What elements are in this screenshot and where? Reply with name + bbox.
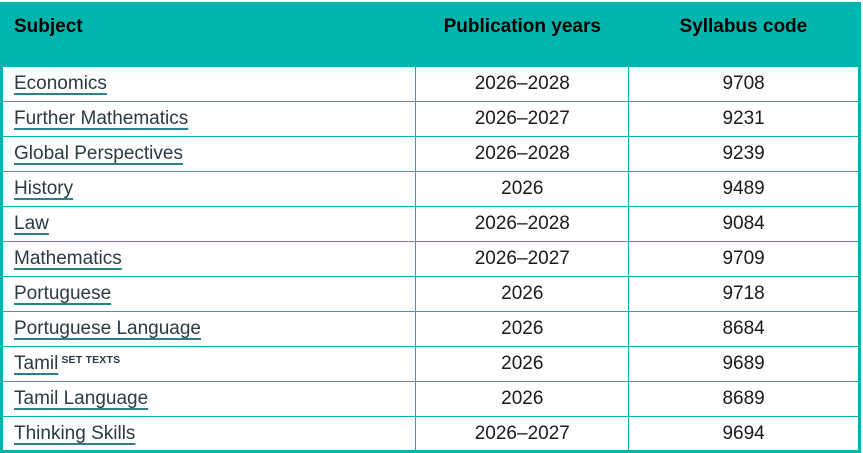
publication-years-value: 2026–2027 bbox=[415, 101, 630, 137]
subject-label: Law bbox=[14, 213, 49, 234]
syllabus-code-value: 9689 bbox=[628, 346, 860, 382]
column-header-subject: Subject bbox=[1, 3, 416, 67]
syllabus-code-value: 9718 bbox=[628, 276, 860, 312]
subject-label: Tamil bbox=[14, 353, 59, 374]
subject-label: Portuguese bbox=[14, 283, 112, 304]
subject-link[interactable]: Portuguese Language bbox=[14, 318, 201, 339]
syllabus-code-value: 9694 bbox=[628, 416, 860, 452]
table-row: Law 2026–2028 9084 bbox=[0, 206, 860, 242]
subject-label: Mathematics bbox=[14, 248, 122, 269]
subject-label: Further Mathematics bbox=[14, 108, 189, 129]
subject-superscript: SET TEXTS bbox=[61, 354, 121, 366]
table-row: Mathematics 2026–2027 9709 bbox=[0, 241, 860, 277]
subject-label: Economics bbox=[14, 73, 107, 94]
syllabus-code-value: 9709 bbox=[628, 241, 860, 277]
table-row: Portuguese Language 2026 8684 bbox=[0, 311, 860, 347]
syllabus-code-value: 9231 bbox=[628, 101, 860, 137]
subject-link[interactable]: History bbox=[14, 178, 73, 199]
table-row: Tamil SET TEXTS 2026 9689 bbox=[0, 346, 860, 382]
table-row: Economics 2026–2028 9708 bbox=[0, 66, 860, 102]
table-row: Global Perspectives 2026–2028 9239 bbox=[0, 136, 860, 172]
syllabus-code-value: 8684 bbox=[628, 311, 860, 347]
column-header-syllabus-code: Syllabus code bbox=[628, 3, 860, 67]
table-row: Portuguese 2026 9718 bbox=[0, 276, 860, 312]
subject-link[interactable]: Thinking Skills bbox=[14, 423, 135, 444]
publication-years-value: 2026 bbox=[415, 276, 630, 312]
table-body: Economics 2026–2028 9708 Further Mathema… bbox=[0, 66, 860, 452]
subject-link[interactable]: Law bbox=[14, 213, 49, 234]
publication-years-value: 2026 bbox=[415, 171, 630, 207]
publication-years-value: 2026 bbox=[415, 381, 630, 417]
column-header-publication-years: Publication years bbox=[415, 3, 629, 67]
publication-years-value: 2026–2027 bbox=[415, 416, 630, 452]
subject-link[interactable]: Tamil Language bbox=[14, 388, 148, 409]
table-row: Further Mathematics 2026–2027 9231 bbox=[0, 101, 860, 137]
subject-link[interactable]: Portuguese bbox=[14, 283, 111, 304]
subject-link[interactable]: Further Mathematics bbox=[14, 108, 188, 129]
header-row: Subject Publication years Syllabus code bbox=[1, 3, 860, 67]
table-row: Thinking Skills 2026–2027 9694 bbox=[0, 416, 860, 452]
subject-label: History bbox=[14, 178, 74, 199]
subject-link[interactable]: Tamil SET TEXTS bbox=[14, 353, 120, 374]
subject-label: Portuguese Language bbox=[14, 318, 201, 339]
publication-years-value: 2026–2027 bbox=[415, 241, 630, 277]
publication-years-value: 2026 bbox=[415, 346, 630, 382]
syllabus-code-value: 9489 bbox=[628, 171, 860, 207]
syllabus-code-value: 9084 bbox=[628, 206, 860, 242]
publication-years-value: 2026 bbox=[415, 311, 630, 347]
publication-years-value: 2026–2028 bbox=[415, 66, 630, 102]
syllabus-code-value: 9239 bbox=[628, 136, 860, 172]
subject-link[interactable]: Mathematics bbox=[14, 248, 122, 269]
syllabus-code-value: 9708 bbox=[628, 66, 860, 102]
subject-label: Thinking Skills bbox=[14, 422, 136, 444]
subject-label: Tamil Language bbox=[14, 388, 149, 409]
subject-label: Global Perspectives bbox=[14, 143, 183, 164]
table-row: History 2026 9489 bbox=[0, 171, 860, 207]
table-header: Subject Publication years Syllabus code bbox=[1, 3, 860, 67]
publication-years-value: 2026–2028 bbox=[415, 136, 630, 172]
syllabus-code-value: 8689 bbox=[628, 381, 860, 417]
table-row: Tamil Language 2026 8689 bbox=[0, 381, 860, 417]
publication-years-value: 2026–2028 bbox=[415, 206, 630, 242]
subject-link[interactable]: Global Perspectives bbox=[14, 143, 183, 164]
subject-link[interactable]: Economics bbox=[14, 73, 107, 94]
